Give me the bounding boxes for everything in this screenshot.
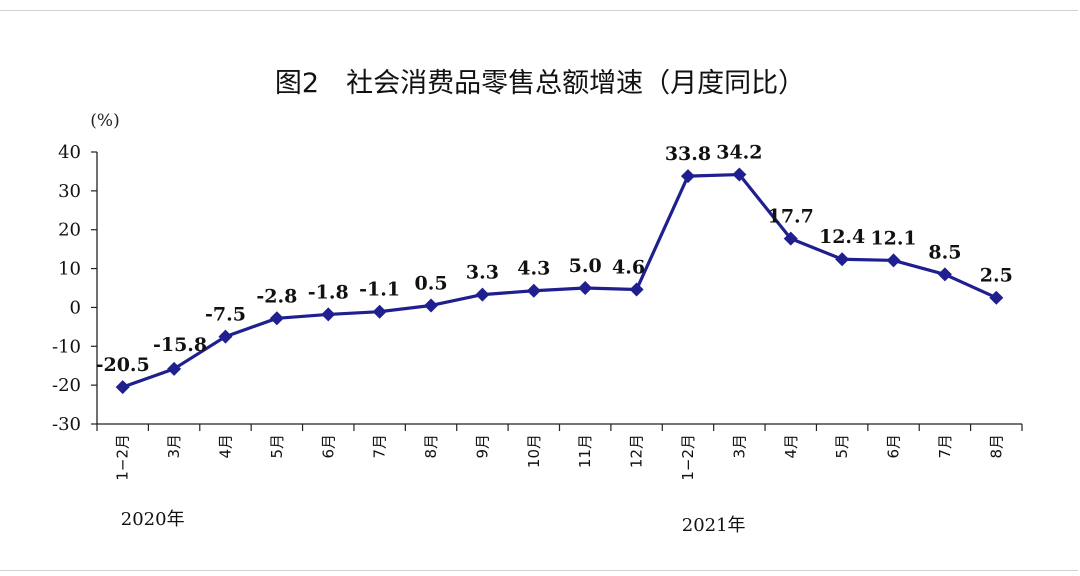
y-tick-label: -20 [52,375,81,396]
x-tick-label: 1−2月 [114,434,132,481]
data-label: -2.8 [256,285,297,307]
data-label: 17.7 [768,206,814,228]
data-label: 8.5 [928,241,961,263]
chart-title: 图2 社会消费品零售总额增速（月度同比） [275,68,805,99]
data-point-marker [937,267,952,282]
data-point-marker [783,231,798,246]
data-point-marker [732,167,747,182]
x-tick-label: 4月 [782,434,800,459]
data-point-marker [115,380,130,395]
x-tick-label: 7月 [371,434,389,459]
data-labels: -20.5-15.8 -7.5 -2.8 -1.8 -1.1 0.5 3.3 4.3 5.0 4.… [96,142,1013,377]
x-tick-label: 5月 [833,434,851,459]
x-tick-labels: 1−2月 3月 4月 5月 6月 7月 8月 9月 10月 11月 12月 1−2月 3月 4月 5月 6月 7… [96,424,1023,481]
chart-frame [0,10,1078,571]
data-point-marker [989,290,1004,305]
data-point-marker [167,361,182,376]
data-label: -1.1 [359,279,400,301]
data-point-marker [578,281,593,295]
data-label: 4.3 [517,258,550,280]
y-tick-label: -10 [52,336,81,357]
x-tick-label: 4月 [216,434,234,459]
data-point-marker [680,169,695,184]
data-label: -1.8 [308,281,349,303]
x-tick-label: 1−2月 [679,434,697,481]
data-point-marker [886,253,901,268]
y-tick-label: 40 [58,142,81,163]
year-labels: 2020年 2021年 [121,509,746,536]
series-line [115,167,1004,395]
x-tick-label: 8月 [422,434,440,459]
y-tick-label: 20 [58,220,81,241]
x-tick-label: 5月 [268,434,286,459]
y-tick-label: -30 [52,414,81,435]
data-label: 12.1 [870,227,916,249]
data-point-marker [321,307,336,322]
data-point-marker [835,252,850,267]
x-tick-label: 9月 [473,434,491,459]
data-point-marker [269,311,284,326]
data-label: 0.5 [414,272,447,294]
x-tick-label: 6月 [885,434,903,459]
data-label: -7.5 [205,304,246,326]
data-point-marker [424,298,439,313]
data-point-marker [629,282,644,297]
x-tick-label: 7月 [936,434,954,459]
y-tick-label: 30 [58,181,81,202]
data-point-marker [372,304,387,319]
x-tick-label: 6月 [319,434,337,459]
data-label: 33.8 [665,143,711,165]
x-tick-label: 12月 [628,434,646,468]
data-point-marker [475,287,490,302]
data-label: -15.8 [153,334,207,356]
data-label: 3.3 [466,262,499,284]
data-point-marker [526,283,541,298]
x-tick-label: 3月 [165,434,183,459]
x-tick-label: 11月 [576,434,594,468]
year-label: 2021年 [682,515,746,536]
data-label: 4.6 [612,257,645,279]
x-tick-label: 3月 [730,434,748,459]
data-label: 2.5 [980,265,1013,287]
data-label: 5.0 [569,255,602,277]
series-line-path [122,172,997,389]
data-label: -20.5 [96,354,150,376]
data-point-marker [218,329,233,344]
data-label: 34.2 [716,142,762,164]
year-label: 2020年 [121,509,185,530]
y-axis-unit: (%) [90,111,119,131]
y-tick-labels: 40 30 20 10 0 -10 -20 -30 [52,142,97,435]
y-tick-label: 0 [70,297,81,318]
y-tick-label: 10 [58,259,81,280]
x-tick-label: 8月 [987,434,1005,459]
data-label: 12.4 [819,226,865,248]
x-tick-label: 10月 [525,434,543,468]
